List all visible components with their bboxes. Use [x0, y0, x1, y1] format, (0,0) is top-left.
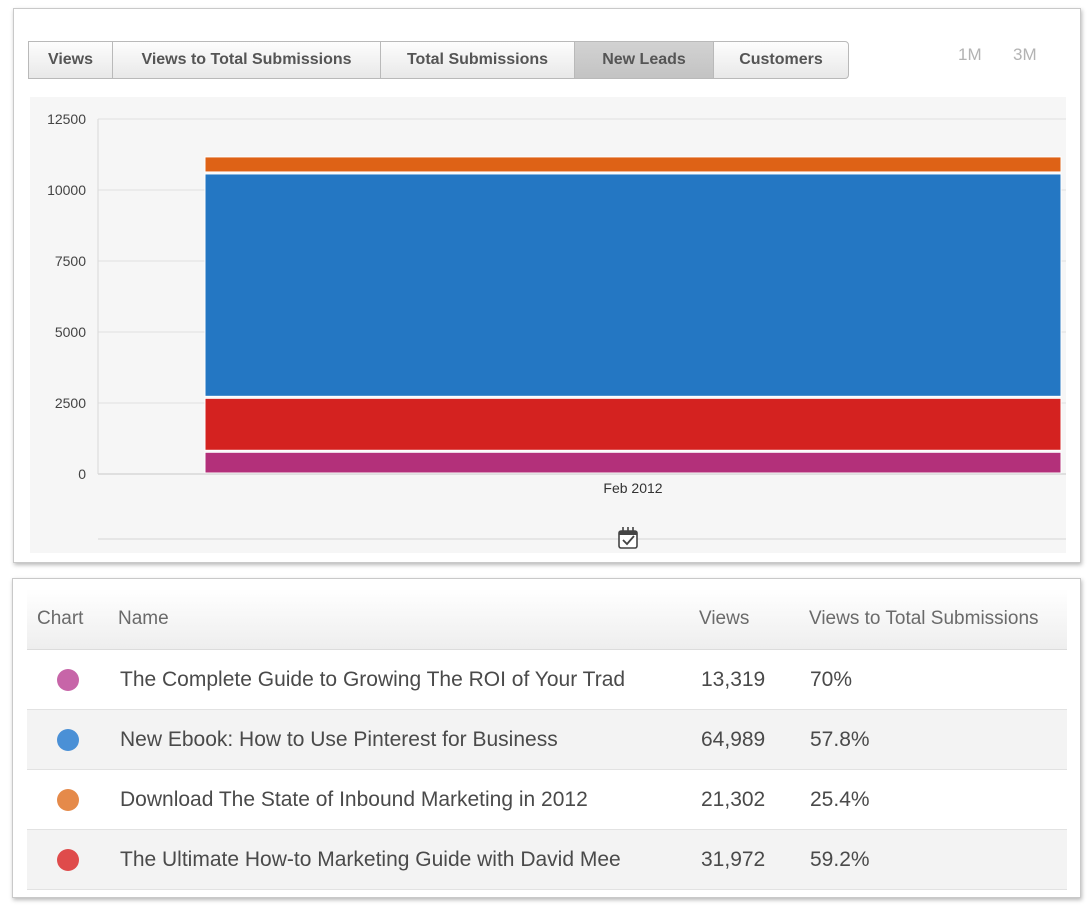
row-ratio: 57.8% [810, 728, 870, 751]
bar-segment [204, 397, 1062, 451]
row-ratio: 70% [810, 668, 853, 691]
stacked-bar-chart: 0 2500 5000 7500 10000 12500 Feb 2012 [47, 111, 1066, 549]
y-tick-label: 12500 [47, 111, 86, 127]
header-name[interactable]: Name [118, 608, 169, 629]
y-tick-label: 0 [78, 466, 86, 482]
row-name[interactable]: The Ultimate How-to Marketing Guide with… [120, 848, 621, 871]
content-table: Chart Name Views Views to Total Submissi… [12, 578, 1081, 898]
row-name[interactable]: Download The State of Inbound Marketing … [120, 788, 588, 811]
tab-new-leads[interactable]: New Leads [575, 42, 714, 78]
bar-segment [204, 451, 1062, 474]
bar-segment [204, 173, 1062, 397]
range-1m-button[interactable]: 1M [958, 45, 982, 64]
series-color-dot[interactable] [57, 729, 79, 751]
row-views: 31,972 [701, 848, 766, 871]
row-views: 13,319 [701, 668, 766, 691]
tab-views-to-total-submissions[interactable]: Views to Total Submissions [113, 42, 381, 78]
y-tick-label: 5000 [55, 324, 86, 340]
row-views: 64,989 [701, 728, 766, 751]
row-name[interactable]: New Ebook: How to Use Pinterest for Busi… [120, 728, 558, 751]
row-ratio: 59.2% [810, 848, 870, 871]
table-header: Chart Name Views Views to Total Submissi… [27, 589, 1067, 650]
series-color-dot[interactable] [57, 789, 79, 811]
header-views[interactable]: Views [699, 608, 750, 629]
series-color-dot[interactable] [57, 849, 79, 871]
y-tick-label: 7500 [55, 253, 86, 269]
tab-customers[interactable]: Customers [739, 51, 823, 68]
row-name[interactable]: The Complete Guide to Growing The ROI of… [120, 668, 626, 691]
table-row[interactable]: The Ultimate How-to Marketing Guide with… [27, 830, 1067, 890]
series-color-dot[interactable] [57, 669, 79, 691]
row-views: 21,302 [701, 788, 766, 811]
range-3m-button[interactable]: 3M [1013, 45, 1037, 64]
table-row[interactable]: Download The State of Inbound Marketing … [27, 770, 1067, 830]
header-chart[interactable]: Chart [37, 608, 84, 629]
calendar-check-icon[interactable] [618, 527, 638, 549]
row-ratio: 25.4% [810, 788, 870, 811]
metric-tabs: Views Views to Total Submissions Total S… [28, 41, 849, 79]
tab-total-submissions[interactable]: Total Submissions [381, 42, 575, 78]
tab-views[interactable]: Views [29, 42, 113, 78]
y-tick-label: 10000 [47, 182, 86, 198]
header-views-to-total-submissions[interactable]: Views to Total Submissions [809, 608, 1039, 629]
x-tick-label: Feb 2012 [603, 480, 662, 496]
bar-segment [204, 156, 1062, 173]
table-row[interactable]: New Ebook: How to Use Pinterest for Busi… [27, 710, 1067, 770]
y-tick-label: 2500 [55, 395, 86, 411]
chart-panel: Views Views to Total Submissions Total S… [13, 8, 1081, 563]
table-row[interactable]: The Complete Guide to Growing The ROI of… [27, 650, 1067, 710]
